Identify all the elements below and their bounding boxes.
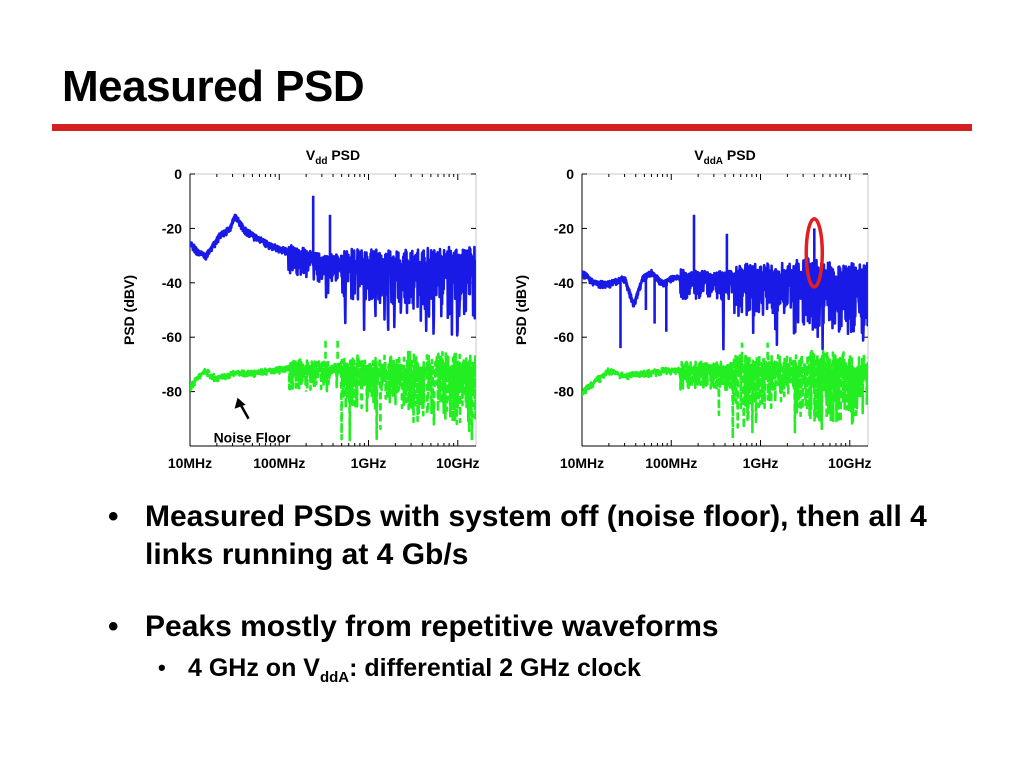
x-tick-label: 1GHz [743,455,779,471]
y-axis-label: PSD (dBV) [121,275,137,345]
chart-title-subscript: dd [315,156,327,167]
y-tick-label: 0 [174,166,182,182]
bullet-dot: • [158,655,166,680]
chart-title: VddA PSD [694,147,755,167]
chart-title-main: V [306,147,316,163]
x-tick-label: 10GHz [828,455,872,471]
y-tick-label: 0 [566,166,574,182]
psd-series [582,214,868,351]
bullet-item: • Measured PSDs with system off (noise f… [100,498,960,574]
y-tick-label: -60 [162,329,182,345]
y-tick-label: -20 [554,220,574,236]
noise-floor-annotation: Noise Floor [214,430,292,446]
x-tick-label: 10MHz [168,455,212,471]
y-axis-label: PSD (dBV) [513,275,529,345]
x-tick-label: 10GHz [436,455,480,471]
sub-bullet-subscript: ddA [319,669,350,686]
y-tick-label: -60 [554,329,574,345]
bullet-dot: • [108,500,119,533]
y-tick-label: -80 [162,384,182,400]
slide-title: Measured PSD [62,62,365,111]
annotation-arrow-head [234,397,246,409]
bullet-text: Peaks mostly from repetitive waveforms [145,610,719,643]
vdda-psd-plot: VddA PSD PSD (dBV) 0 -20 -40 -60 -80 10MHz 100MH… [513,147,872,471]
x-tick-label: 10MHz [560,455,604,471]
y-tick-label: -40 [162,275,182,291]
chart-title-subscript: ddA [704,156,723,167]
psd-series [190,195,476,337]
vdda-psd-chart: VddA PSD PSD (dBV) 0 -20 -40 -60 -80 10MHz 100MH… [510,138,910,473]
vdd-psd-chart: Vdd PSD PSD (dBV) 0 -20 -40 -60 -80 10MHz 100MHz… [118,138,518,473]
sub-bullet-suffix: : differential 2 GHz clock [349,654,641,682]
y-tick-label: -40 [554,275,574,291]
bullet-item: • Peaks mostly from repetitive waveforms [100,608,960,646]
x-tick-label: 100MHz [645,455,697,471]
chart-title-suffix: PSD [723,147,756,163]
noise-floor-series [582,342,868,440]
chart-title-main: V [694,147,704,163]
x-tick-label: 100MHz [253,455,305,471]
noise-floor-series [190,337,476,442]
sub-bullet-item: • 4 GHz on VddA: differential 2 GHz cloc… [100,652,960,694]
bullet-dot: • [108,610,119,643]
y-tick-label: -80 [554,384,574,400]
plot-frame [581,173,869,447]
chart-title: Vdd PSD [306,147,360,167]
title-divider [52,124,972,131]
chart-title-suffix: PSD [327,147,360,163]
y-tick-label: -20 [162,220,182,236]
bullet-text: Measured PSDs with system off (noise flo… [145,500,927,571]
x-tick-label: 1GHz [351,455,387,471]
bullet-list: • Measured PSDs with system off (noise f… [100,498,960,694]
highlight-ellipse [804,217,825,289]
vdd-psd-plot: Vdd PSD PSD (dBV) 0 -20 -40 -60 -80 10MHz 100MHz… [121,147,480,471]
sub-bullet-prefix: 4 GHz on V [188,654,320,682]
